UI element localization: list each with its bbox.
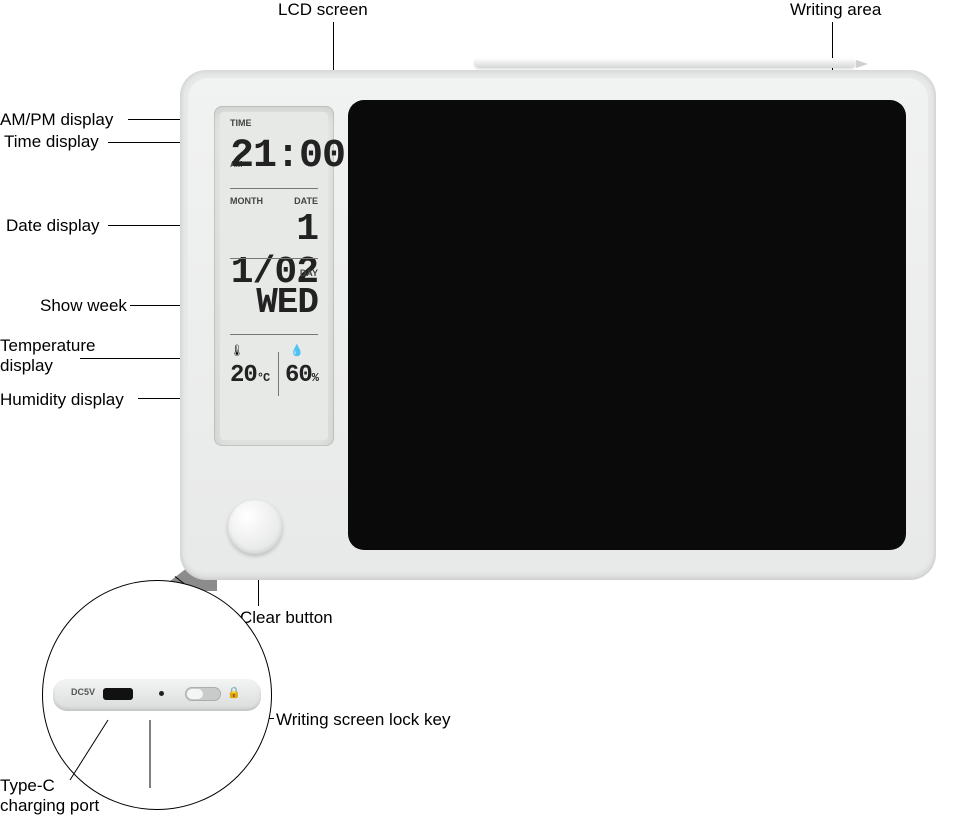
tablet-face: TIME AM 21:00 MONTH DATE 1 1/02 DAY WED … — [188, 78, 928, 572]
callout-lock-key: Writing screen lock key — [276, 710, 450, 730]
usb-c-port[interactable] — [103, 688, 133, 700]
lcd-day-value: WED — [230, 282, 318, 323]
clear-button[interactable] — [228, 500, 282, 554]
lcd-divider-3 — [230, 334, 318, 335]
lcd-temp-hum-icons: 🌡 💧 — [230, 344, 318, 357]
lock-icon: 🔒 — [227, 686, 241, 699]
lcd-month-date-labels: MONTH DATE — [230, 196, 318, 206]
writing-area[interactable] — [348, 100, 906, 550]
lcd-temp-hum-values: 20°C 60% — [230, 362, 318, 389]
dc5v-label: DC5V — [71, 687, 95, 697]
lcd-divider-2 — [230, 258, 318, 259]
callout-date: Date display — [6, 216, 100, 236]
lock-switch[interactable] — [185, 687, 221, 701]
lcd-time-value: 21:00 — [230, 134, 318, 179]
callout-humidity: Humidity display — [0, 390, 124, 410]
callout-week: Show week — [40, 296, 127, 316]
thermometer-icon: 🌡 — [230, 344, 244, 357]
callout-clear-button: Clear button — [240, 608, 333, 628]
lcd-divider-1 — [230, 188, 318, 189]
lcd-hum-unit: % — [312, 371, 318, 385]
callout-time: Time display — [4, 132, 99, 152]
lcd-screen: TIME AM 21:00 MONTH DATE 1 1/02 DAY WED … — [214, 106, 334, 446]
lcd-temp-unit: °C — [257, 371, 269, 385]
detail-edge: DC5V 🔒 — [53, 679, 261, 711]
callout-writing-area: Writing area — [790, 0, 881, 20]
stylus-tip — [856, 60, 868, 68]
callout-temperature: Temperature display — [0, 336, 95, 376]
lcd-time-label: TIME — [230, 118, 318, 128]
tablet-body: TIME AM 21:00 MONTH DATE 1 1/02 DAY WED … — [180, 70, 936, 580]
droplet-icon: 💧 — [290, 344, 304, 357]
callout-lcd-screen: LCD screen — [278, 0, 368, 20]
stylus — [474, 58, 856, 68]
lcd-day-label: DAY — [230, 268, 318, 278]
detail-circle: DC5V 🔒 — [42, 580, 272, 810]
lcd-date-label: DATE — [294, 196, 318, 206]
callout-ampm: AM/PM display — [0, 110, 113, 130]
lcd-month-label: MONTH — [230, 196, 263, 206]
lcd-hum-value: 60 — [285, 362, 312, 389]
led-indicator — [159, 691, 164, 696]
lcd-temp-value: 20 — [230, 362, 257, 389]
